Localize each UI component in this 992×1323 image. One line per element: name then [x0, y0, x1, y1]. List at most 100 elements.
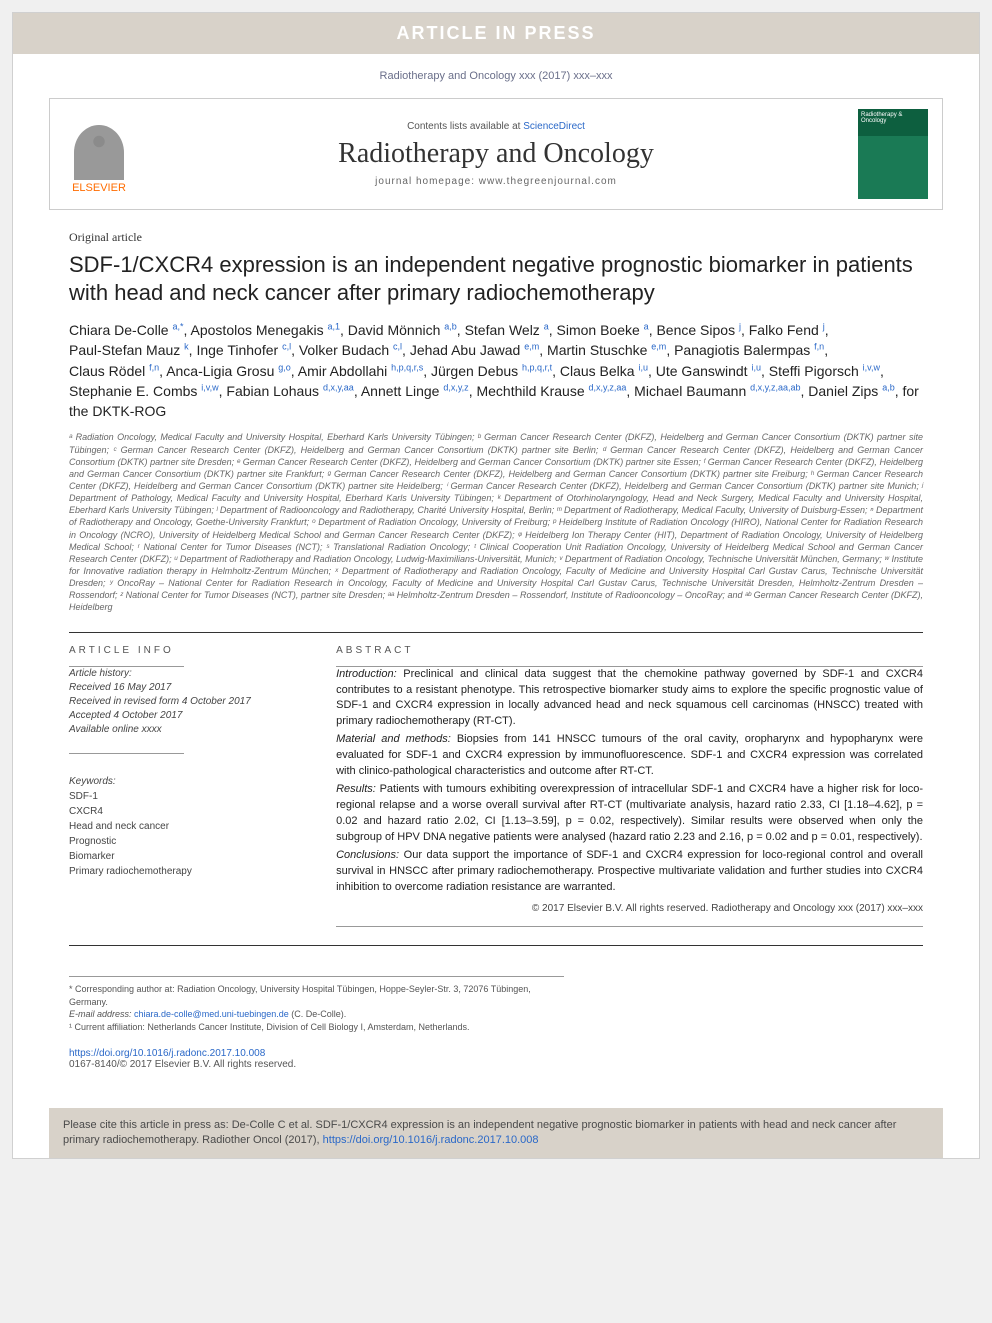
author-affiliation-marker: h,p,q,r,s [391, 362, 423, 372]
divider [69, 945, 923, 946]
article-page: ARTICLE IN PRESS Radiotherapy and Oncolo… [12, 12, 980, 1159]
divider [69, 753, 184, 754]
history-accepted: Accepted 4 October 2017 [69, 709, 308, 723]
methods-label: Material and methods: [336, 733, 451, 745]
journal-cover-thumbnail[interactable]: Radiotherapy & Oncology [858, 109, 928, 199]
email-line: E-mail address: chiara.de-colle@med.uni-… [69, 1008, 564, 1021]
current-label: ¹ Current affiliation: [69, 1022, 147, 1032]
corresponding-author: * Corresponding author at: Radiation Onc… [69, 983, 564, 1008]
elsevier-logo[interactable]: ELSEVIER [64, 114, 134, 194]
current-text: Netherlands Cancer Institute, Division o… [147, 1022, 469, 1032]
article-title: SDF-1/CXCR4 expression is an independent… [69, 251, 923, 306]
info-abstract-row: ARTICLE INFO Article history: Received 1… [69, 645, 923, 928]
article-history: Article history: Received 16 May 2017 Re… [69, 667, 308, 737]
author-affiliation-marker: h,p,q,r,t [522, 362, 552, 372]
author: Amir Abdollahi h,p,q,r,s [298, 363, 423, 379]
keyword-item: Head and neck cancer [69, 819, 308, 834]
author: Annett Linge d,x,y,z [361, 383, 469, 399]
divider [69, 632, 923, 633]
conclusions-label: Conclusions: [336, 849, 399, 861]
author-affiliation-marker: c,l [393, 342, 402, 352]
results-label: Results: [336, 783, 376, 795]
history-revised: Received in revised form 4 October 2017 [69, 695, 308, 709]
abstract-text: Introduction: Preclinical and clinical d… [336, 667, 923, 917]
author-affiliation-marker: a [544, 321, 549, 331]
cite-doi-link[interactable]: https://doi.org/10.1016/j.radonc.2017.10… [323, 1134, 539, 1146]
keywords-label: Keywords: [69, 774, 308, 789]
article-info-heading: ARTICLE INFO [69, 645, 308, 656]
article-content: Original article SDF-1/CXCR4 expression … [13, 218, 979, 1094]
keyword-item: SDF-1 [69, 789, 308, 804]
keyword-item: CXCR4 [69, 804, 308, 819]
affiliations: ᵃ Radiation Oncology, Medical Faculty an… [69, 431, 923, 613]
author-affiliation-marker: k [184, 342, 189, 352]
corresponding-label: * Corresponding author at: [69, 984, 177, 994]
author-affiliation-marker: j [739, 321, 741, 331]
author-affiliation-marker: a [644, 321, 649, 331]
abstract-column: ABSTRACT Introduction: Preclinical and c… [336, 645, 923, 928]
doi-link[interactable]: https://doi.org/10.1016/j.radonc.2017.10… [69, 1048, 265, 1059]
author-list: Chiara De-Colle a,*, Apostolos Menegakis… [69, 320, 923, 421]
publisher-name: ELSEVIER [72, 182, 126, 194]
author-affiliation-marker: d,x,y,z,aa,ab [750, 382, 800, 392]
journal-header-center: Contents lists available at ScienceDirec… [148, 121, 844, 187]
email-suffix: (C. De-Colle). [289, 1009, 347, 1019]
author-affiliation-marker: d,x,y,aa [323, 382, 354, 392]
author-affiliation-marker: d,x,y,z,aa [589, 382, 627, 392]
journal-homepage-line: journal homepage: www.thegreenjournal.co… [148, 176, 844, 187]
contents-available-line: Contents lists available at ScienceDirec… [148, 121, 844, 132]
journal-header: ELSEVIER Contents lists available at Sci… [49, 98, 943, 210]
sciencedirect-link[interactable]: ScienceDirect [523, 121, 585, 132]
keyword-item: Prognostic [69, 834, 308, 849]
author-affiliation-marker: g,o [278, 362, 291, 372]
author-affiliation-marker: j [823, 321, 825, 331]
author: Jehad Abu Jawad e,m [410, 342, 539, 358]
intro-label: Introduction: [336, 668, 397, 680]
author: Claus Rödel f,n [69, 363, 159, 379]
abstract-results: Results: Patients with tumours exhibitin… [336, 782, 923, 846]
author: Fabian Lohaus d,x,y,aa [226, 383, 353, 399]
citation-line: Radiotherapy and Oncology xxx (2017) xxx… [13, 54, 979, 90]
divider [336, 926, 923, 927]
author: Stephanie E. Combs i,v,w [69, 383, 219, 399]
keywords-block: Keywords: SDF-1CXCR4Head and neck cancer… [69, 774, 308, 879]
journal-name: Radiotherapy and Oncology [148, 138, 844, 170]
author: Inge Tinhofer c,l [196, 342, 291, 358]
intro-text: Preclinical and clinical data suggest th… [336, 668, 923, 728]
article-type: Original article [69, 230, 923, 245]
author-affiliation-marker: i,v,w [863, 362, 880, 372]
homepage-url[interactable]: www.thegreenjournal.com [479, 176, 617, 187]
author-affiliation-marker: i,u [638, 362, 648, 372]
in-press-banner: ARTICLE IN PRESS [13, 13, 979, 54]
email-link[interactable]: chiara.de-colle@med.uni-tuebingen.de [134, 1009, 289, 1019]
author: Simon Boeke a [557, 322, 649, 338]
author-affiliation-marker: a,1 [327, 321, 340, 331]
author: Claus Belka i,u [560, 363, 648, 379]
abstract-methods: Material and methods: Biopsies from 141 … [336, 732, 923, 780]
footnotes: * Corresponding author at: Radiation Onc… [69, 976, 564, 1033]
history-online: Available online xxxx [69, 723, 308, 737]
author: Apostolos Menegakis a,1 [191, 322, 340, 338]
issn-line: 0167-8140/© 2017 Elsevier B.V. All right… [69, 1059, 923, 1070]
email-label: E-mail address: [69, 1009, 134, 1019]
author-affiliation-marker: c,l [282, 342, 291, 352]
conclusions-text: Our data support the importance of SDF-1… [336, 849, 923, 893]
doi-line: https://doi.org/10.1016/j.radonc.2017.10… [69, 1048, 923, 1059]
author: David Mönnich a,b [348, 322, 457, 338]
keyword-item: Primary radiochemotherapy [69, 864, 308, 879]
abstract-intro: Introduction: Preclinical and clinical d… [336, 667, 923, 731]
history-received: Received 16 May 2017 [69, 681, 308, 695]
author: Paul-Stefan Mauz k [69, 342, 189, 358]
author: Michael Baumann d,x,y,z,aa,ab [634, 383, 800, 399]
abstract-copyright: © 2017 Elsevier B.V. All rights reserved… [336, 902, 923, 917]
author: Anca-Ligia Grosu g,o [166, 363, 291, 379]
author-affiliation-marker: f,n [149, 362, 159, 372]
author: Bence Sipos j [656, 322, 741, 338]
author: Ute Ganswindt i,u [656, 363, 761, 379]
article-info-column: ARTICLE INFO Article history: Received 1… [69, 645, 308, 928]
author: Jürgen Debus h,p,q,r,t [431, 363, 552, 379]
author-affiliation-marker: a,b [444, 321, 457, 331]
elsevier-tree-icon [74, 125, 124, 180]
results-text: Patients with tumours exhibiting overexp… [336, 783, 923, 843]
contents-prefix: Contents lists available at [407, 121, 523, 132]
